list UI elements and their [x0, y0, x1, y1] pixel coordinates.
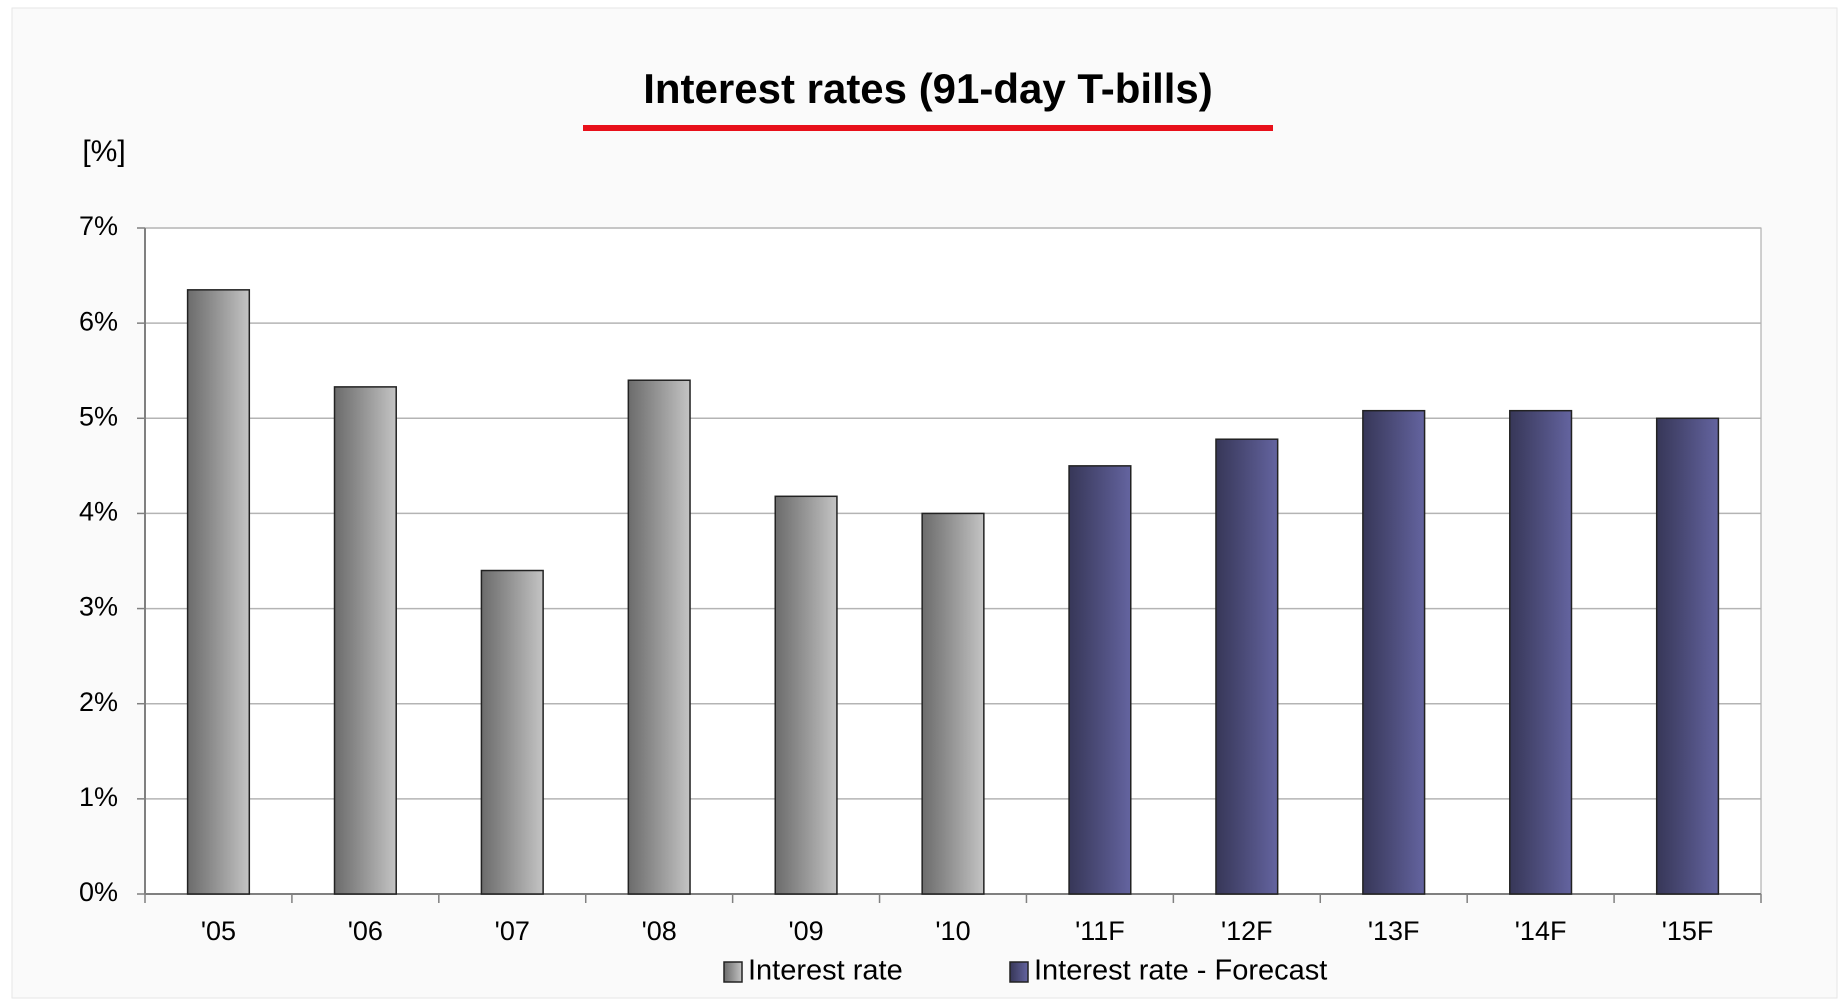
legend-label: Interest rate	[748, 955, 903, 987]
x-tick-label: '13F	[1368, 916, 1420, 946]
legend-label: Interest rate - Forecast	[1034, 955, 1327, 987]
bar	[333, 386, 397, 895]
title-underline	[583, 125, 1273, 131]
legend-swatch	[723, 961, 743, 983]
x-tick-label: '07	[495, 916, 530, 946]
legend-swatch	[1009, 961, 1029, 983]
y-tick-label: 4%	[79, 497, 118, 527]
bar	[1655, 417, 1720, 895]
bar	[480, 569, 544, 895]
chart-title: Interest rates (91-day T-bills)	[643, 65, 1213, 112]
bar	[627, 379, 691, 895]
y-tick-label: 3%	[79, 592, 118, 622]
bar	[1362, 409, 1426, 895]
bar	[1509, 409, 1573, 895]
x-tick-label: '15F	[1662, 916, 1714, 946]
bar	[921, 512, 985, 895]
y-tick-label: 6%	[79, 306, 118, 336]
y-tick-label: 7%	[79, 211, 118, 241]
x-tick-label: '06	[348, 916, 383, 946]
x-tick-label: '12F	[1221, 916, 1273, 946]
y-axis-label: [%]	[82, 135, 125, 168]
bar	[1215, 438, 1279, 895]
y-tick-label: 5%	[79, 401, 118, 431]
y-tick-label: 2%	[79, 687, 118, 717]
y-tick-label: 0%	[79, 877, 118, 907]
x-tick-label: '10	[935, 916, 970, 946]
x-tick-label: '05	[201, 916, 236, 946]
y-tick-label: 1%	[79, 782, 118, 812]
x-tick-label: '08	[642, 916, 677, 946]
x-tick-label: '14F	[1515, 916, 1567, 946]
bar	[1068, 465, 1132, 895]
x-tick-label: '11F	[1075, 916, 1125, 946]
x-tick-label: '09	[788, 916, 823, 946]
bar	[774, 495, 838, 895]
bar	[186, 289, 251, 895]
